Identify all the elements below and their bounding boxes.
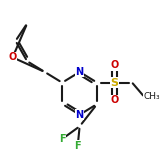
Text: O: O xyxy=(8,52,17,62)
Text: CH₃: CH₃ xyxy=(144,92,160,101)
Text: S: S xyxy=(111,78,119,88)
Text: N: N xyxy=(76,110,84,120)
Text: F: F xyxy=(74,141,81,151)
Text: O: O xyxy=(111,60,119,70)
Text: F: F xyxy=(59,134,66,144)
Text: O: O xyxy=(111,95,119,105)
Text: N: N xyxy=(76,67,84,77)
